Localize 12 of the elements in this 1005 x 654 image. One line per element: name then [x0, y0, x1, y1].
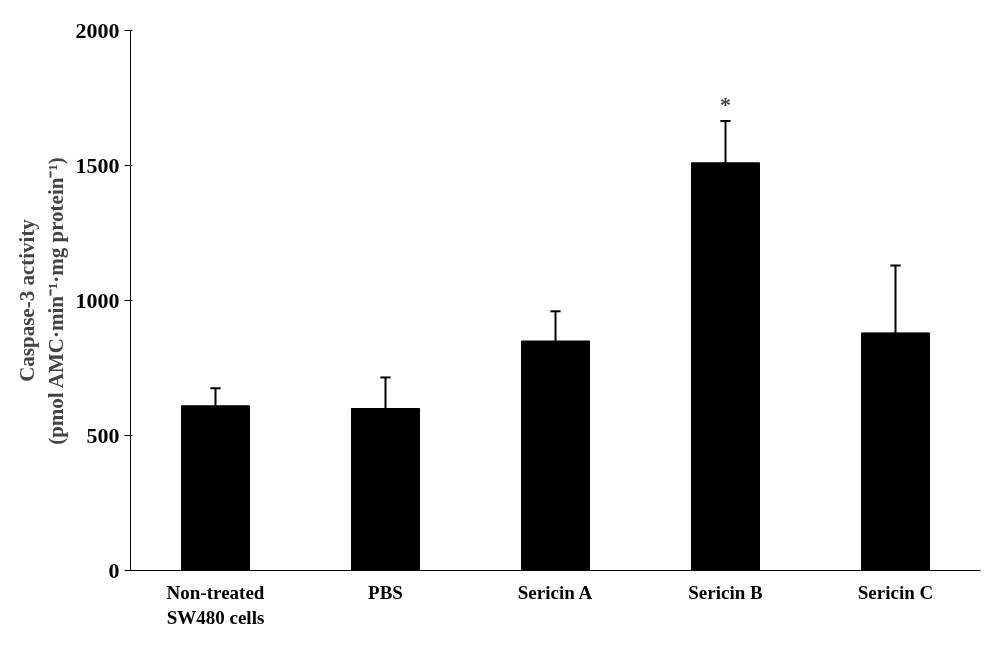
x-tick-label: Sericin A — [517, 581, 593, 603]
y-tick-label: 0 — [108, 557, 120, 583]
y-axis-title: Caspase-3 activity (pmol AMC·min⁻¹·mg protein⁻¹) — [14, 157, 68, 445]
annotation: * — [720, 91, 731, 117]
x-tick-label: Sericin B — [688, 581, 764, 603]
y-tick-label: 2000 — [75, 17, 120, 43]
y-tick-label: 1000 — [75, 287, 120, 313]
x-tick-label: PBS — [368, 581, 403, 603]
x-tick-label: Non-treated SW480 cells — [166, 581, 265, 628]
y-tick-label: 500 — [86, 422, 120, 448]
y-tick-label: 1500 — [75, 152, 120, 178]
x-tick-label: Sericin C — [857, 581, 934, 603]
